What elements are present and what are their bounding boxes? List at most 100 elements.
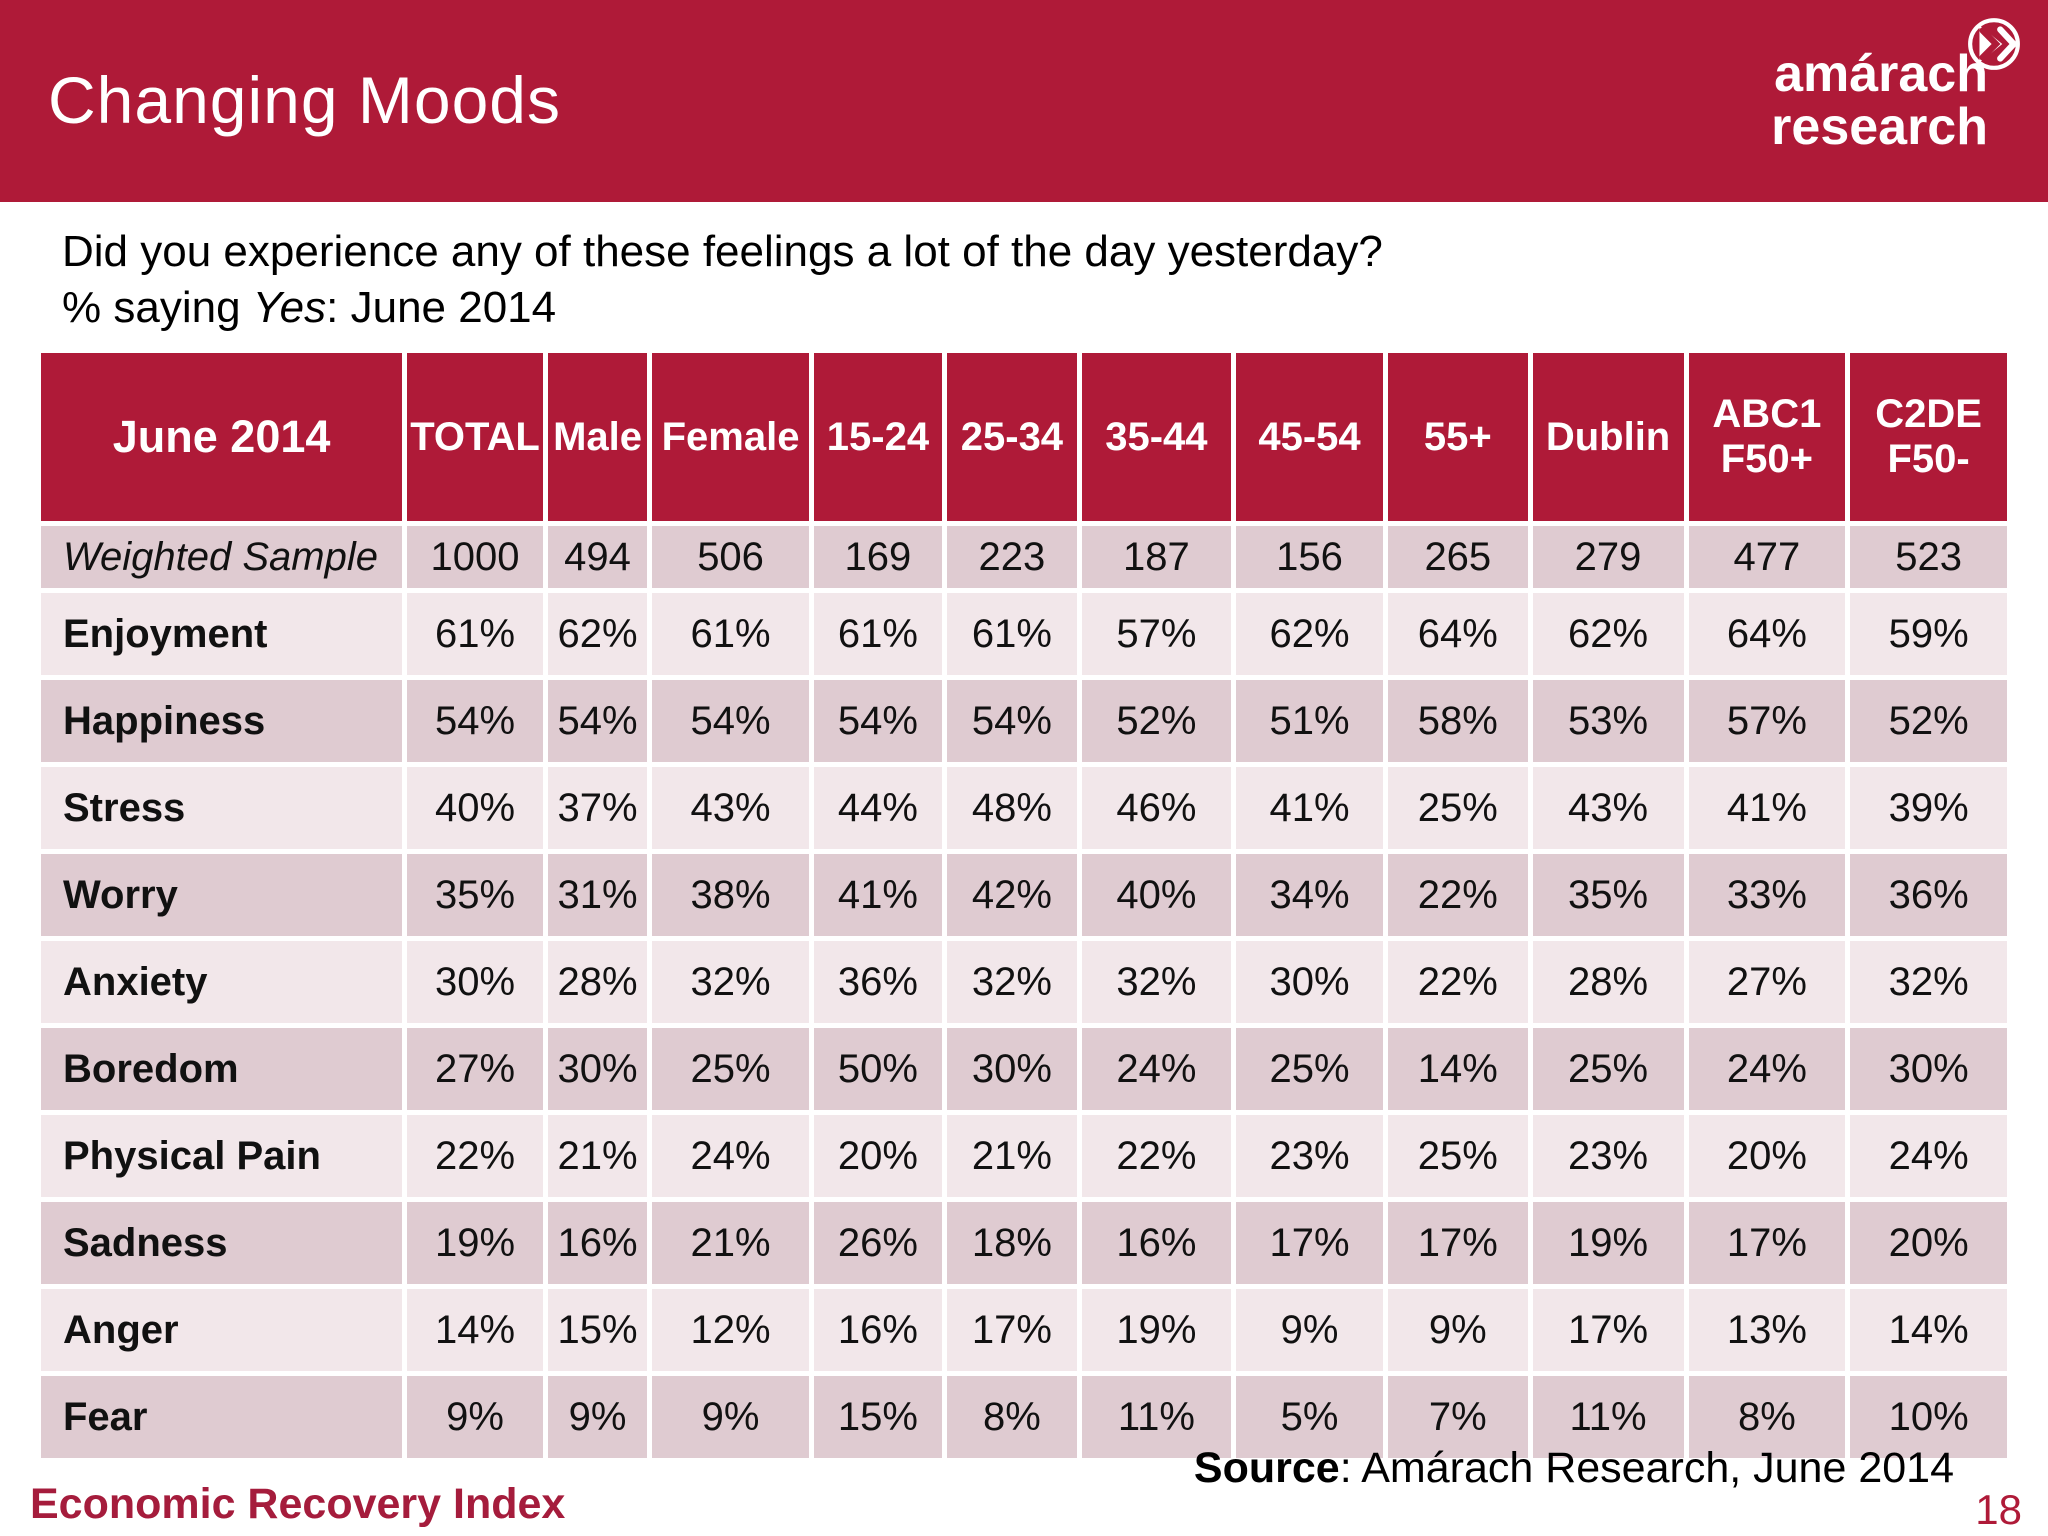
amarach-logo: amárach research [1771, 45, 1988, 157]
row-label: Weighted Sample [41, 526, 403, 588]
column-header: 55+ [1388, 353, 1528, 521]
row-label: Fear [41, 1376, 403, 1458]
table-row: Anxiety 30% 28% 32% 36% 32% 32% 30% 22% 28% 27% 32% [41, 941, 2007, 1023]
row-label: Stress [41, 767, 403, 849]
cell-value: 14% [407, 1289, 543, 1371]
cell-value: 32% [946, 941, 1077, 1023]
cell-value: 23% [1532, 1115, 1684, 1197]
cell-value: 494 [547, 526, 648, 588]
cell-value: 32% [1081, 941, 1231, 1023]
cell-value: 169 [813, 526, 942, 588]
cell-value: 1000 [407, 526, 543, 588]
row-label: Worry [41, 854, 403, 936]
cell-value: 54% [547, 680, 648, 762]
logo-line-1: amárach [1774, 45, 1988, 103]
subtitle-line: % saying Yes: June 2014 [62, 283, 557, 333]
cell-value: 32% [652, 941, 809, 1023]
table-row: Worry 35% 31% 38% 41% 42% 40% 34% 22% 35% 33% 36% [41, 854, 2007, 936]
cell-value: 25% [1532, 1028, 1684, 1110]
cell-value: 62% [1235, 593, 1384, 675]
cell-value: 24% [1081, 1028, 1231, 1110]
cell-value: 7% [1388, 1376, 1528, 1458]
table-row: Physical Pain 22% 21% 24% 20% 21% 22% 23% 25% 23%… [41, 1115, 2007, 1197]
cell-value: 20% [813, 1115, 942, 1197]
cell-value: 15% [813, 1376, 942, 1458]
double-chevron-circle-icon [1968, 18, 2020, 70]
column-header: C2DE F50- [1850, 353, 2007, 521]
cell-value: 26% [813, 1202, 942, 1284]
cell-value: 53% [1532, 680, 1684, 762]
moods-table: June 2014 TOTAL Male Female 15-24 25-34 35-44 4… [36, 348, 2012, 1463]
cell-value: 39% [1850, 767, 2007, 849]
cell-value: 43% [652, 767, 809, 849]
table-container: June 2014 TOTAL Male Female 15-24 25-34 35-44 4… [36, 348, 2012, 1463]
table-row: Anger 14% 15% 12% 16% 17% 19% 9% 9% 17% 13% 14% [41, 1289, 2007, 1371]
subtitle-italic-word: Yes [252, 283, 327, 333]
cell-value: 25% [1388, 1115, 1528, 1197]
cell-value: 54% [407, 680, 543, 762]
cell-value: 19% [407, 1202, 543, 1284]
cell-value: 19% [1081, 1289, 1231, 1371]
cell-value: 8% [946, 1376, 1077, 1458]
column-header: 45-54 [1235, 353, 1384, 521]
row-label: Anger [41, 1289, 403, 1371]
cell-value: 506 [652, 526, 809, 588]
column-header: Male [547, 353, 648, 521]
cell-value: 50% [813, 1028, 942, 1110]
cell-value: 9% [1388, 1289, 1528, 1371]
cell-value: 14% [1850, 1289, 2007, 1371]
cell-value: 24% [1850, 1115, 2007, 1197]
cell-value: 12% [652, 1289, 809, 1371]
cell-value: 25% [1388, 767, 1528, 849]
cell-value: 9% [1235, 1289, 1384, 1371]
cell-value: 30% [1235, 941, 1384, 1023]
source-label: Source [1193, 1444, 1340, 1492]
cell-value: 8% [1688, 1376, 1846, 1458]
cell-value: 11% [1532, 1376, 1684, 1458]
cell-value: 9% [407, 1376, 543, 1458]
cell-value: 52% [1081, 680, 1231, 762]
cell-value: 10% [1850, 1376, 2007, 1458]
table-row: Stress 40% 37% 43% 44% 48% 46% 41% 25% 43% 41% 39% [41, 767, 2007, 849]
table-row: Fear 9% 9% 9% 15% 8% 11% 5% 7% 11% 8% 10% [41, 1376, 2007, 1458]
cell-value: 17% [1235, 1202, 1384, 1284]
cell-value: 265 [1388, 526, 1528, 588]
cell-value: 44% [813, 767, 942, 849]
cell-value: 64% [1688, 593, 1846, 675]
cell-value: 28% [1532, 941, 1684, 1023]
cell-value: 54% [813, 680, 942, 762]
cell-value: 27% [407, 1028, 543, 1110]
cell-value: 33% [1688, 854, 1846, 936]
cell-value: 61% [946, 593, 1077, 675]
cell-value: 52% [1850, 680, 2007, 762]
cell-value: 24% [652, 1115, 809, 1197]
footer-series-title: Economic Recovery Index [30, 1480, 566, 1528]
cell-value: 18% [946, 1202, 1077, 1284]
cell-value: 16% [1081, 1202, 1231, 1284]
cell-value: 14% [1388, 1028, 1528, 1110]
cell-value: 16% [547, 1202, 648, 1284]
table-row: Enjoyment 61% 62% 61% 61% 61% 57% 62% 64% 62% 64% 5… [41, 593, 2007, 675]
cell-value: 20% [1850, 1202, 2007, 1284]
cell-value: 22% [1081, 1115, 1231, 1197]
cell-value: 23% [1235, 1115, 1384, 1197]
cell-value: 59% [1850, 593, 2007, 675]
cell-value: 21% [946, 1115, 1077, 1197]
cell-value: 30% [547, 1028, 648, 1110]
cell-value: 41% [813, 854, 942, 936]
cell-value: 22% [407, 1115, 543, 1197]
cell-value: 57% [1081, 593, 1231, 675]
cell-value: 42% [946, 854, 1077, 936]
cell-value: 22% [1388, 941, 1528, 1023]
cell-value: 58% [1388, 680, 1528, 762]
table-header-row: June 2014 TOTAL Male Female 15-24 25-34 35-44 4… [41, 353, 2007, 521]
cell-value: 43% [1532, 767, 1684, 849]
title-banner: Changing Moods amárach research [0, 0, 2048, 202]
cell-value: 48% [946, 767, 1077, 849]
cell-value: 61% [652, 593, 809, 675]
logo-line-2: research [1771, 98, 1988, 157]
cell-value: 35% [407, 854, 543, 936]
column-header: ABC1 F50+ [1688, 353, 1846, 521]
cell-value: 36% [1850, 854, 2007, 936]
